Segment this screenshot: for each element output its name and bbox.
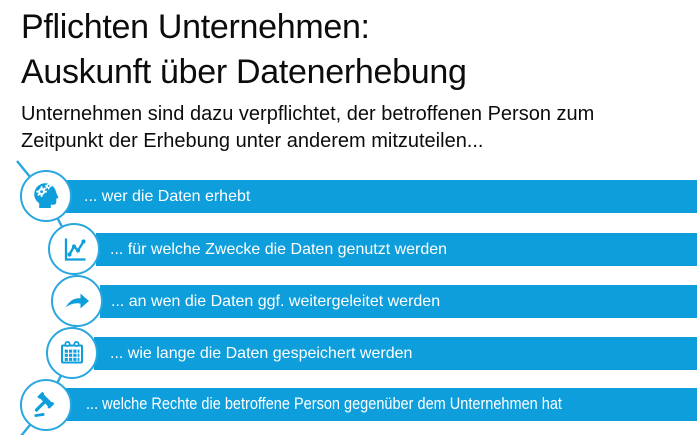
item-label: ... wer die Daten erhebt	[84, 187, 251, 205]
calendar-icon	[61, 341, 83, 364]
icon-circle-1	[20, 170, 72, 222]
list-item-bar-forwarded-to: ... an wen die Daten ggf. weitergeleitet…	[100, 285, 697, 318]
thinking-head-gears-icon	[34, 182, 59, 208]
item-label: ... welche Rechte die betroffene Person …	[86, 395, 562, 413]
item-label: ... für welche Zwecke die Daten genutzt …	[110, 240, 448, 258]
arrow-right-icon	[65, 293, 89, 309]
slide-subtitle: Unternehmen sind dazu verpflichtet, der …	[21, 101, 676, 155]
item-label: ... wie lange die Daten gespeichert werd…	[110, 344, 413, 362]
gavel-icon	[34, 392, 55, 417]
page-title-line-2: Auskunft über Datenerhebung	[21, 53, 467, 91]
list-item-bar-rights: ... welche Rechte die betroffene Person …	[55, 388, 697, 421]
icon-circle-5	[20, 379, 72, 431]
list-item-bar-who-collects: ... wer die Daten erhebt	[66, 180, 697, 213]
item-label: ... an wen die Daten ggf. weitergeleitet…	[111, 292, 441, 310]
icon-circle-4	[46, 327, 98, 379]
page-title: Pflichten Unternehmen: Auskunft über Dat…	[21, 5, 467, 95]
slide-subtitle-line-2: Zeitpunkt der Erhebung unter anderem mit…	[21, 130, 484, 152]
page-title-line-1: Pflichten Unternehmen:	[21, 8, 370, 46]
list-item-bar-purposes: ... für welche Zwecke die Daten genutzt …	[96, 233, 697, 266]
line-chart-icon	[64, 238, 86, 261]
icon-circle-3	[51, 275, 103, 327]
slide-subtitle-line-1: Unternehmen sind dazu verpflichtet, der …	[21, 103, 595, 125]
icon-circle-2	[48, 223, 100, 275]
list-item-bar-storage-duration: ... wie lange die Daten gespeichert werd…	[94, 337, 697, 370]
